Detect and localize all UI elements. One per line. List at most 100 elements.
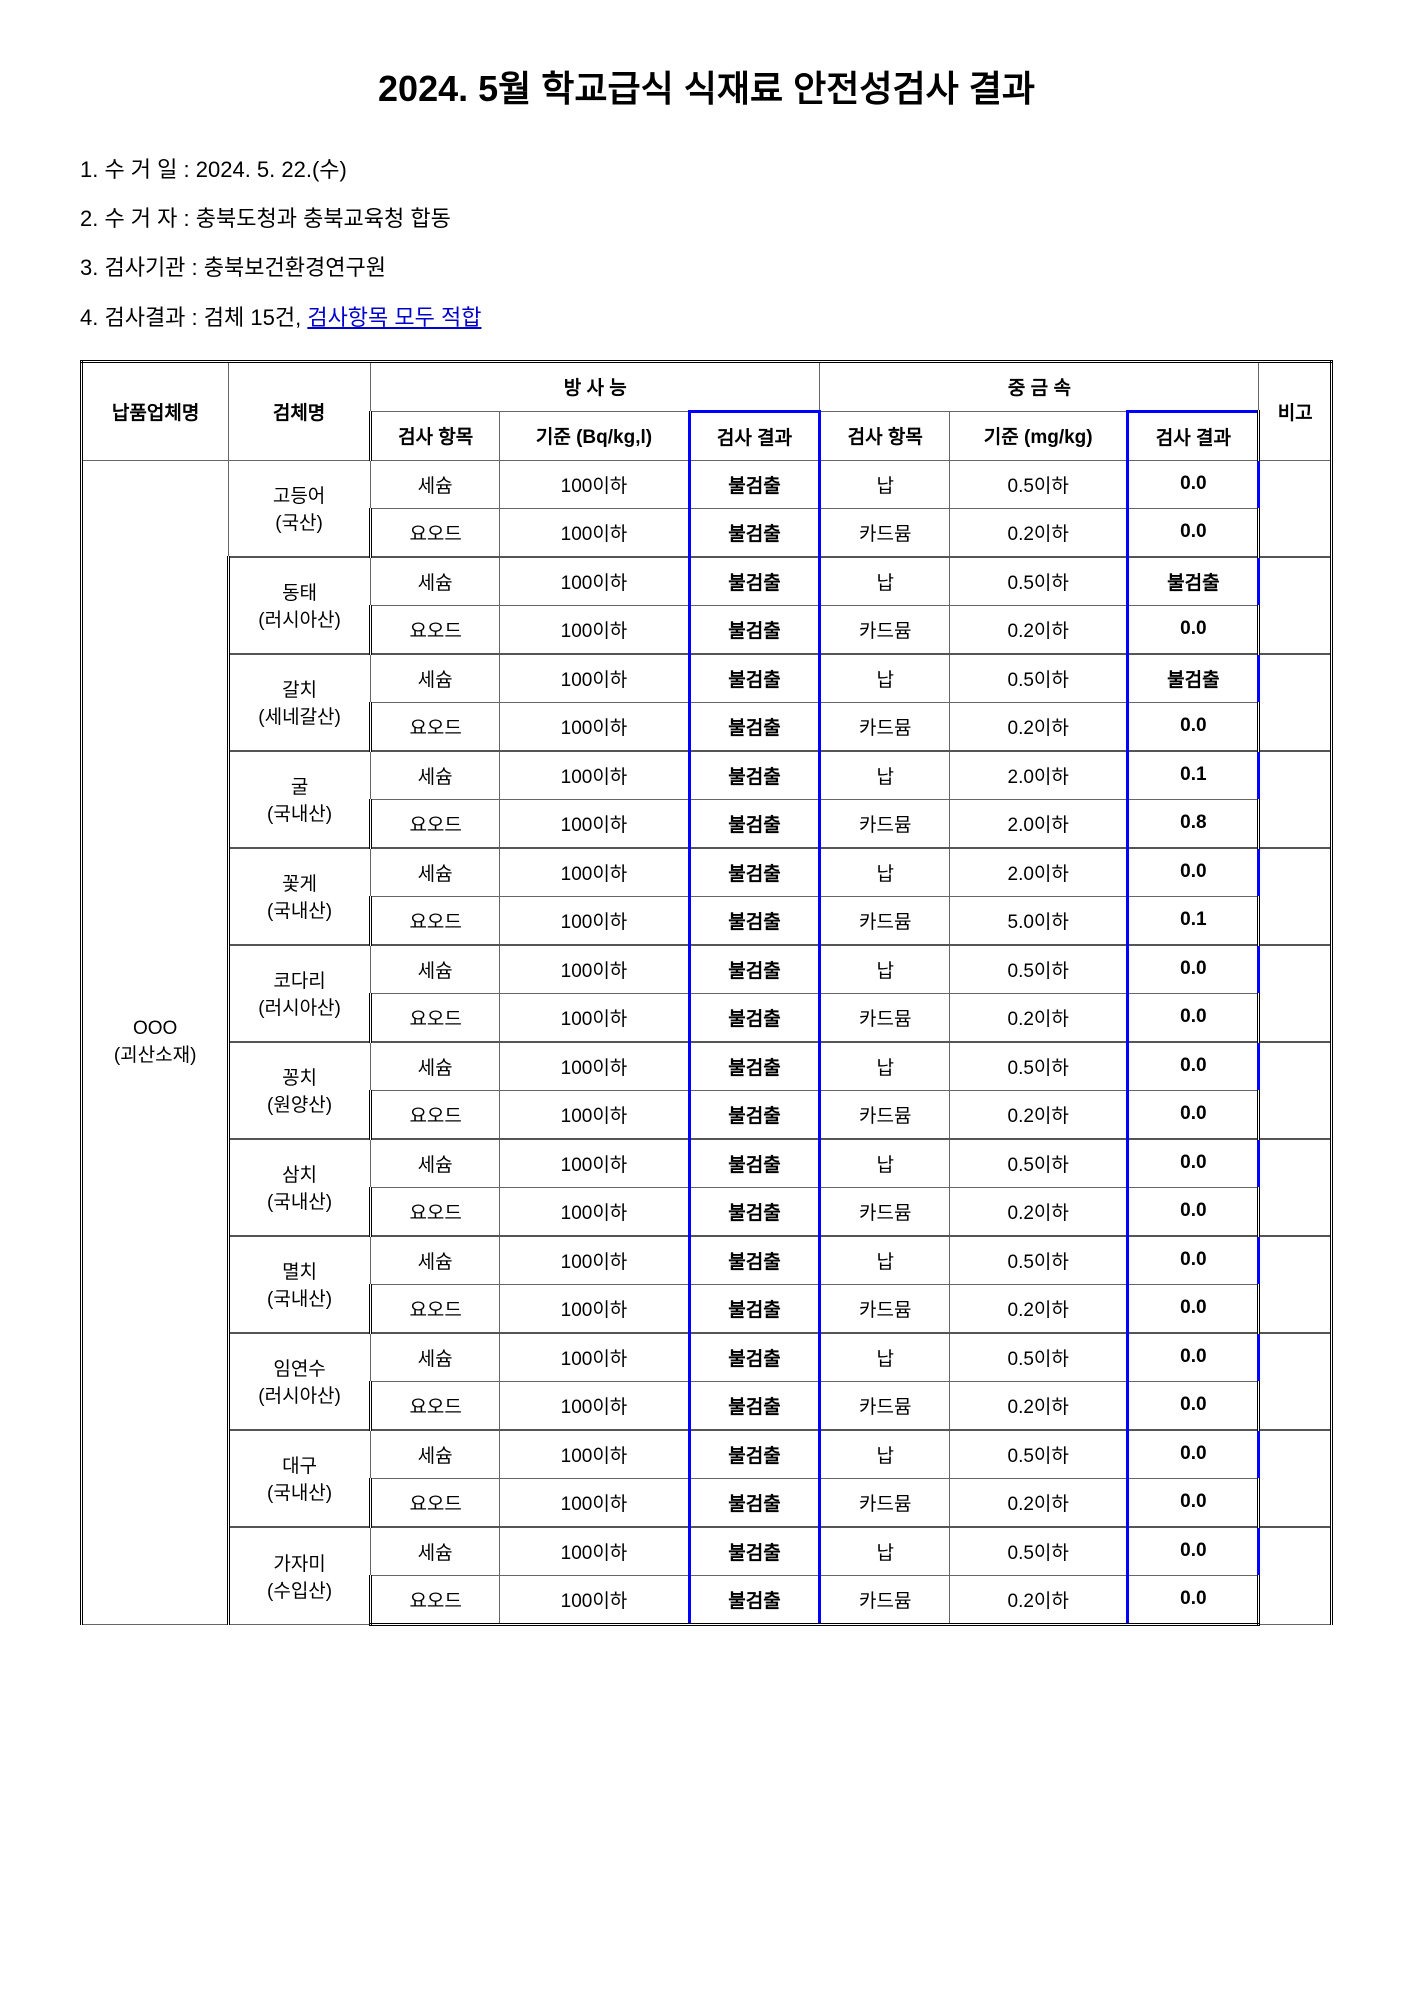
hm-result: 0.0	[1128, 702, 1259, 751]
sample-name: 코다리(러시아산)	[229, 945, 371, 1042]
rad-result: 불검출	[689, 848, 820, 897]
sample-name: 꽁치(원양산)	[229, 1042, 371, 1139]
th-sample: 검체명	[229, 361, 371, 460]
rad-result: 불검출	[689, 1333, 820, 1382]
rad-item: 요오드	[370, 993, 500, 1042]
th-radiation: 방 사 능	[370, 361, 820, 411]
hm-item: 카드뮴	[820, 1187, 950, 1236]
rad-result: 불검출	[689, 1236, 820, 1285]
hm-result: 0.0	[1128, 1527, 1259, 1576]
rad-result: 불검출	[689, 1430, 820, 1479]
rad-std: 100이하	[500, 1430, 689, 1479]
rad-std: 100이하	[500, 460, 689, 508]
rad-std: 100이하	[500, 993, 689, 1042]
hm-result: 0.0	[1128, 605, 1259, 654]
rad-item: 요오드	[370, 1284, 500, 1333]
rad-item: 세슘	[370, 1527, 500, 1576]
rad-item: 요오드	[370, 896, 500, 945]
info-value: 2024. 5. 22.(수)	[196, 157, 347, 182]
info-label: 3. 검사기관 :	[80, 255, 198, 280]
hm-result: 0.0	[1128, 1236, 1259, 1285]
rad-std: 100이하	[500, 1333, 689, 1382]
note-cell	[1259, 1430, 1332, 1527]
hm-std: 0.2이하	[950, 605, 1128, 654]
th-note: 비고	[1259, 361, 1332, 460]
rad-result: 불검출	[689, 1042, 820, 1091]
rad-result: 불검출	[689, 1187, 820, 1236]
hm-item: 카드뮴	[820, 799, 950, 848]
rad-result: 불검출	[689, 945, 820, 994]
hm-item: 카드뮴	[820, 1381, 950, 1430]
rad-std: 100이하	[500, 1527, 689, 1576]
rad-result: 불검출	[689, 508, 820, 557]
hm-result: 0.0	[1128, 1090, 1259, 1139]
hm-item: 납	[820, 1527, 950, 1576]
hm-item: 납	[820, 460, 950, 508]
hm-result: 불검출	[1128, 654, 1259, 703]
info-value: 충북도청과 충북교육청 합동	[196, 206, 451, 231]
hm-item: 카드뮴	[820, 993, 950, 1042]
info-item-result: 4. 검사결과 : 검체 15건, 검사항목 모두 적합	[80, 300, 1333, 335]
note-cell	[1259, 1333, 1332, 1430]
hm-result: 0.0	[1128, 1430, 1259, 1479]
hm-item: 납	[820, 751, 950, 800]
hm-std: 0.5이하	[950, 1430, 1128, 1479]
info-item-date: 1. 수 거 일 : 2024. 5. 22.(수)	[80, 152, 1333, 187]
hm-result: 0.0	[1128, 1139, 1259, 1188]
hm-std: 2.0이하	[950, 751, 1128, 800]
rad-result: 불검출	[689, 460, 820, 508]
hm-item: 납	[820, 848, 950, 897]
rad-std: 100이하	[500, 702, 689, 751]
supplier-cell: OOO(괴산소재)	[82, 460, 229, 1624]
hm-result: 0.1	[1128, 896, 1259, 945]
note-cell	[1259, 1042, 1332, 1139]
hm-result: 0.0	[1128, 1284, 1259, 1333]
hm-result: 0.0	[1128, 460, 1259, 508]
th-rad-std: 기준 (Bq/kg,l)	[500, 411, 689, 460]
sample-name: 굴(국내산)	[229, 751, 371, 848]
sample-name: 임연수(러시아산)	[229, 1333, 371, 1430]
rad-result: 불검출	[689, 1478, 820, 1527]
rad-item: 요오드	[370, 799, 500, 848]
hm-result: 0.0	[1128, 508, 1259, 557]
rad-std: 100이하	[500, 1478, 689, 1527]
rad-item: 요오드	[370, 508, 500, 557]
hm-item: 카드뮴	[820, 1478, 950, 1527]
th-rad-result: 검사 결과	[689, 411, 820, 460]
hm-result: 0.0	[1128, 1333, 1259, 1382]
note-cell	[1259, 460, 1332, 557]
rad-result: 불검출	[689, 993, 820, 1042]
hm-result: 0.0	[1128, 993, 1259, 1042]
hm-item: 카드뮴	[820, 1284, 950, 1333]
note-cell	[1259, 1527, 1332, 1625]
info-value-a: 검체 15건,	[204, 305, 301, 330]
rad-std: 100이하	[500, 1187, 689, 1236]
note-cell	[1259, 557, 1332, 654]
hm-item: 납	[820, 1139, 950, 1188]
sample-name: 동태(러시아산)	[229, 557, 371, 654]
rad-result: 불검출	[689, 654, 820, 703]
hm-result: 0.0	[1128, 1478, 1259, 1527]
hm-std: 0.5이하	[950, 1333, 1128, 1382]
rad-result: 불검출	[689, 1381, 820, 1430]
hm-std: 0.5이하	[950, 1139, 1128, 1188]
hm-std: 5.0이하	[950, 896, 1128, 945]
rad-std: 100이하	[500, 1042, 689, 1091]
th-hm-std: 기준 (mg/kg)	[950, 411, 1128, 460]
note-cell	[1259, 1236, 1332, 1333]
sample-name: 꽃게(국내산)	[229, 848, 371, 945]
rad-item: 요오드	[370, 702, 500, 751]
rad-item: 세슘	[370, 557, 500, 606]
rad-item: 요오드	[370, 605, 500, 654]
hm-item: 카드뮴	[820, 1090, 950, 1139]
hm-item: 납	[820, 557, 950, 606]
th-supplier: 납품업체명	[82, 361, 229, 460]
hm-item: 납	[820, 945, 950, 994]
rad-std: 100이하	[500, 945, 689, 994]
note-cell	[1259, 654, 1332, 751]
rad-std: 100이하	[500, 1381, 689, 1430]
hm-std: 0.5이하	[950, 1236, 1128, 1285]
rad-item: 세슘	[370, 1042, 500, 1091]
info-list: 1. 수 거 일 : 2024. 5. 22.(수) 2. 수 거 자 : 충북…	[80, 152, 1333, 335]
th-hm-result: 검사 결과	[1128, 411, 1259, 460]
